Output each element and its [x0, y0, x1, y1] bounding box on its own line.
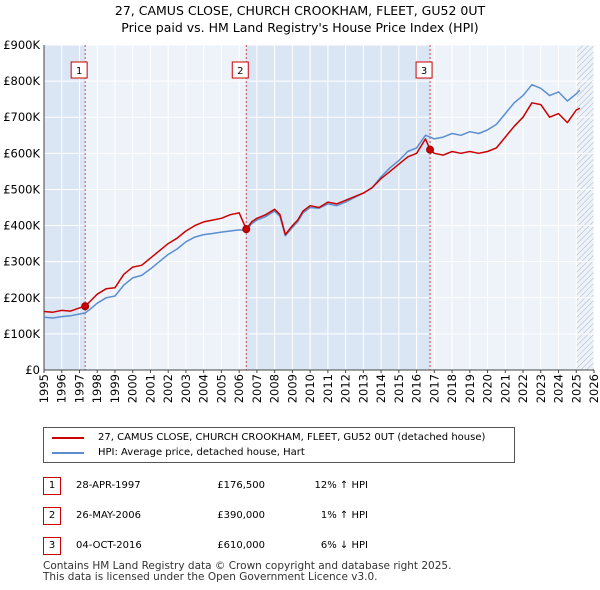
- y-tick-label: £0: [25, 363, 40, 377]
- x-tick-label: 2006: [232, 374, 246, 403]
- x-tick-label: 2020: [481, 374, 495, 403]
- marker-label: 1: [76, 66, 82, 77]
- y-tick-label: £500K: [3, 182, 40, 196]
- sale-row: 1 28-APR-1997 £176,500 12% ↑ HPI: [43, 477, 463, 495]
- sale-hpi-diff: 6% ↓ HPI: [320, 540, 368, 551]
- forecast-hatch: [576, 45, 594, 370]
- shaded-period: [246, 45, 431, 370]
- x-tick-label: 2003: [179, 374, 193, 403]
- price-chart: £0 £100K £200K £300K £400K £500K £600K £700K £80…: [3, 38, 600, 403]
- sale-price: £610,000: [217, 540, 265, 551]
- legend-item-hpi: HPI: Average price, detached house, Hart: [52, 445, 305, 460]
- x-tick-label: 2025: [569, 374, 583, 403]
- sale-date: 26-MAY-2006: [76, 510, 142, 521]
- chart-title-line2: Price paid vs. HM Land Registry's House …: [121, 20, 479, 35]
- y-tick-label: £400K: [3, 219, 40, 233]
- sale-row: 2 26-MAY-2006 £390,000 1% ↑ HPI: [43, 507, 463, 525]
- x-tick-label: 2023: [534, 374, 548, 403]
- legend-item-property: 27, CAMUS CLOSE, CHURCH CROOKHAM, FLEET,…: [52, 430, 485, 445]
- x-tick-label: 2016: [410, 374, 424, 403]
- x-tick-label: 1998: [90, 374, 104, 403]
- x-tick-label: 2004: [197, 374, 211, 403]
- x-tick-label: 2014: [374, 374, 388, 403]
- sale-date: 04-OCT-2016: [76, 540, 142, 551]
- x-tick-label: 2008: [268, 374, 282, 403]
- sale-point: [426, 145, 435, 154]
- x-tick-label: 2022: [516, 374, 530, 403]
- y-tick-label: £100K: [3, 327, 40, 341]
- sale-hpi-diff: 12% ↑ HPI: [314, 480, 368, 491]
- x-tick-label: 2009: [285, 374, 299, 403]
- x-tick-label: 2024: [552, 374, 566, 403]
- x-tick-label: 1999: [108, 374, 122, 403]
- sale-point: [81, 302, 90, 311]
- marker-label-box: [70, 61, 88, 79]
- x-tick-label: 1996: [55, 374, 69, 403]
- y-tick-label: £900K: [3, 38, 40, 52]
- sale-price: £176,500: [217, 480, 265, 491]
- y-tick-label: £700K: [3, 110, 40, 124]
- x-tick-label: 2010: [303, 374, 317, 403]
- x-tick-label: 2000: [126, 374, 140, 403]
- marker-label-box: [231, 61, 249, 79]
- x-tick-label: 2017: [427, 374, 441, 403]
- sale-row: 3 04-OCT-2016 £610,000 6% ↓ HPI: [43, 537, 463, 555]
- x-tick-label: 2005: [214, 374, 228, 403]
- sale-number-badge: 1: [43, 477, 61, 495]
- x-tick-label: 2007: [250, 374, 264, 403]
- sale-hpi-diff: 1% ↑ HPI: [320, 510, 368, 521]
- x-tick-label: 2021: [498, 374, 512, 403]
- marker-label-box: [415, 61, 433, 79]
- legend-swatch-property: [52, 436, 84, 439]
- hpi-line: [43, 83, 581, 319]
- x-tick-label: 2015: [392, 374, 406, 403]
- footer-line2: This data is licensed under the Open Gov…: [43, 571, 378, 583]
- sale-date: 28-APR-1997: [76, 480, 141, 491]
- legend-swatch-hpi: [52, 451, 84, 454]
- x-tick-label: 2011: [321, 374, 335, 403]
- x-tick-label: 2018: [445, 374, 459, 403]
- property-price-line: [43, 102, 581, 313]
- x-tick-label: 2012: [339, 374, 353, 403]
- sale-price: £390,000: [217, 510, 265, 521]
- y-tick-label: £300K: [3, 255, 40, 269]
- x-tick-label: 2026: [587, 374, 600, 403]
- y-tick-label: £800K: [3, 74, 40, 88]
- x-tick-label: 2013: [356, 374, 370, 403]
- y-tick-label: £600K: [3, 146, 40, 160]
- legend-label-hpi: HPI: Average price, detached house, Hart: [98, 447, 305, 458]
- chart-title-line1: 27, CAMUS CLOSE, CHURCH CROOKHAM, FLEET,…: [114, 3, 486, 18]
- sale-point: [242, 225, 251, 234]
- x-tick-label: 2019: [463, 374, 477, 403]
- chart-title: 27, CAMUS CLOSE, CHURCH CROOKHAM, FLEET,…: [0, 2, 600, 36]
- x-tick-label: 1997: [72, 374, 86, 403]
- marker-label: 3: [421, 66, 427, 77]
- y-tick-label: £200K: [3, 291, 40, 305]
- legend-label-property: 27, CAMUS CLOSE, CHURCH CROOKHAM, FLEET,…: [98, 432, 486, 443]
- footer-line1: Contains HM Land Registry data © Crown c…: [43, 560, 452, 572]
- sale-number-badge: 3: [43, 537, 61, 555]
- x-tick-label: 2002: [161, 374, 175, 403]
- footer-attribution: Contains HM Land Registry data © Crown c…: [43, 561, 451, 583]
- legend: 27, CAMUS CLOSE, CHURCH CROOKHAM, FLEET,…: [43, 427, 515, 463]
- sale-number-badge: 2: [43, 507, 61, 525]
- x-tick-label: 1995: [37, 374, 51, 403]
- marker-label: 2: [237, 66, 243, 77]
- x-tick-label: 2001: [143, 374, 157, 403]
